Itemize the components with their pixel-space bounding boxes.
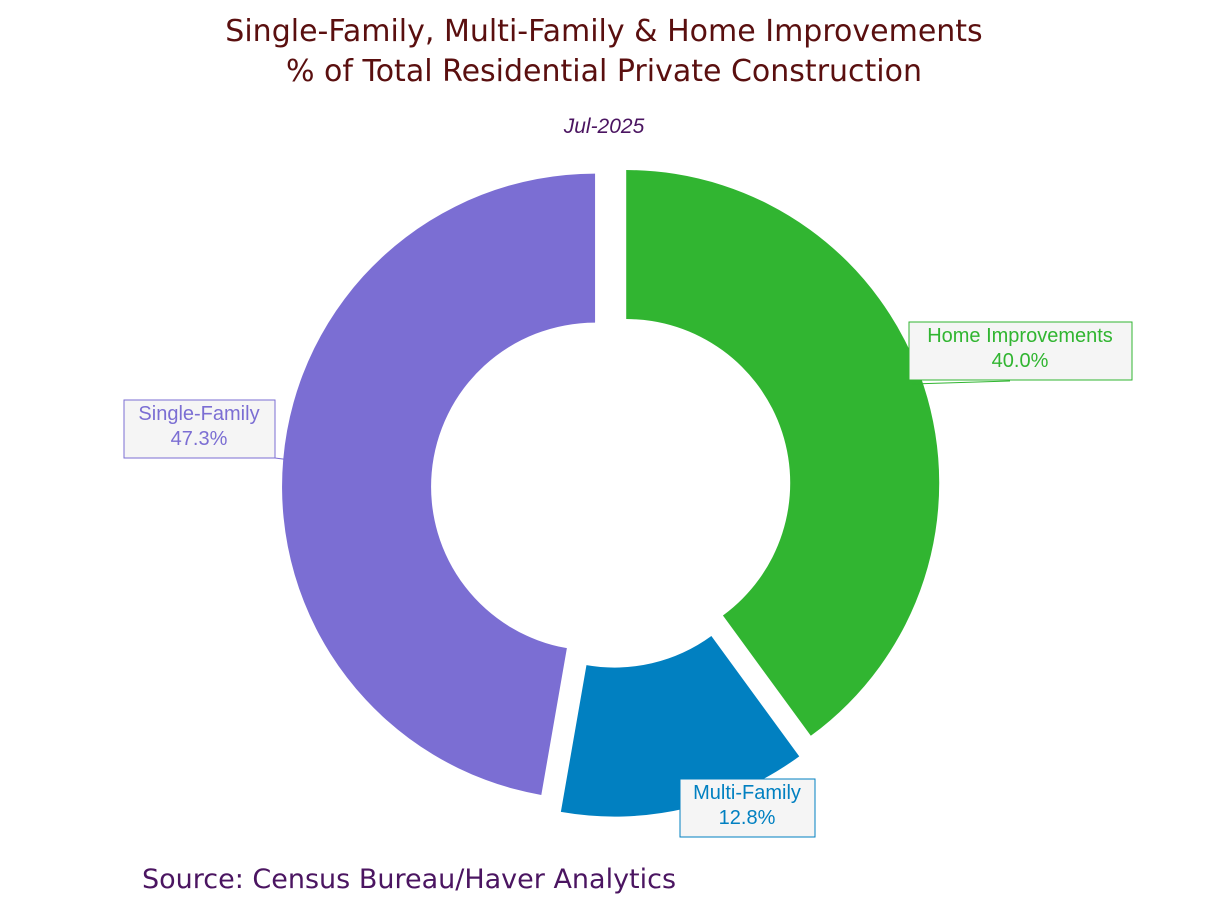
chart-title-line2: % of Total Residential Private Construct… [285, 54, 923, 89]
label-box-multi-family [679, 778, 816, 838]
slice-label-home-improvements-value: 40.0% [992, 350, 1049, 372]
slice-multi-family [560, 636, 800, 817]
leader-line-single-family [274, 457, 299, 462]
chart-title: Single-Family, Multi-Family & Home Impro… [225, 14, 983, 49]
label-box-single-family [123, 399, 276, 459]
slice-label-home-improvements-name: Home Improvements [927, 325, 1113, 347]
chart-subtitle: Jul-2025 [563, 115, 645, 138]
slice-single-family [282, 173, 596, 795]
leader-line-home-improvements [911, 380, 1011, 385]
label-box-home-improvements [908, 321, 1133, 381]
slice-label-single-family-name: Single-Family [138, 403, 259, 425]
slice-home-improvements [626, 170, 940, 736]
slice-label-multi-family-name: Multi-Family [693, 782, 801, 804]
slice-label-single-family-value: 47.3% [171, 428, 228, 450]
slice-label-multi-family-value: 12.8% [719, 807, 776, 829]
chart-source: Source: Census Bureau/Haver Analytics [142, 864, 677, 895]
